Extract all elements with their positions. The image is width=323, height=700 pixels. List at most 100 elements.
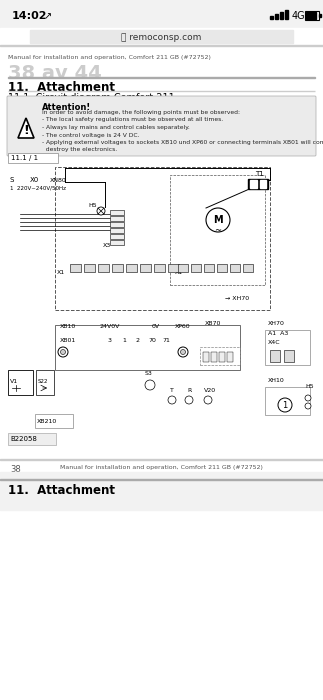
Text: XB210: XB210 [37, 419, 57, 424]
Bar [270, 350, 280, 362]
Bar [8, 433, 56, 445]
Text: S: S [10, 177, 15, 183]
Text: - Always lay mains and control cables separately.: - Always lay mains and control cables se… [42, 125, 190, 130]
Circle shape [204, 396, 212, 404]
Bar [8, 370, 33, 395]
Bar [110, 234, 124, 239]
Text: S3: S3 [145, 371, 153, 376]
Bar [0, 0, 323, 28]
Circle shape [145, 380, 155, 390]
Bar [260, 180, 266, 188]
Text: H5: H5 [305, 384, 314, 389]
Text: A1  A3: A1 A3 [268, 331, 288, 336]
Text: XN80: XN80 [50, 178, 67, 183]
Bar [168, 264, 179, 272]
Bar [0, 28, 323, 45]
Text: X3: X3 [103, 243, 111, 248]
Bar [0, 459, 323, 460]
Text: 14:02: 14:02 [12, 11, 47, 21]
Bar [265, 387, 310, 415]
Circle shape [60, 349, 66, 354]
Bar [110, 240, 124, 245]
Bar [154, 264, 165, 272]
Circle shape [181, 349, 185, 354]
Text: - The local safety regulations must be observed at all times.: - The local safety regulations must be o… [42, 118, 223, 122]
Bar [219, 352, 225, 362]
Text: 11.1  Circuit diagram Comfort 211: 11.1 Circuit diagram Comfort 211 [8, 93, 175, 103]
Text: 4G: 4G [292, 11, 306, 21]
Text: In order to avoid damage, the following points must be observed:: In order to avoid damage, the following … [42, 110, 240, 115]
Bar [30, 30, 293, 43]
Bar [126, 264, 137, 272]
Circle shape [168, 396, 176, 404]
Circle shape [178, 347, 188, 357]
Text: - The control voltage is 24 V DC.: - The control voltage is 24 V DC. [42, 132, 140, 137]
Bar [265, 330, 310, 365]
Text: X1: X1 [57, 270, 65, 275]
Circle shape [58, 347, 68, 357]
Text: T: T [170, 388, 174, 393]
Text: 11.  Attachment: 11. Attachment [8, 484, 115, 497]
Bar [110, 228, 124, 233]
Bar [305, 11, 319, 20]
Bar [35, 414, 73, 428]
Text: XH70: XH70 [268, 321, 285, 326]
Bar [140, 264, 151, 272]
Text: 🔒 remoconsp.com: 🔒 remoconsp.com [121, 32, 201, 41]
Text: M: M [213, 215, 223, 225]
Bar [270, 16, 273, 19]
Bar [248, 179, 268, 189]
Bar [98, 264, 109, 272]
Text: H5: H5 [88, 203, 97, 208]
Text: XP60: XP60 [175, 324, 191, 329]
Text: - Applying external voltages to sockets XB10 und XP60 or connecting terminals XB: - Applying external voltages to sockets … [42, 140, 323, 145]
Bar [211, 352, 217, 362]
Text: !: ! [23, 125, 29, 137]
Text: Attention!: Attention! [42, 103, 91, 112]
Bar [319, 14, 321, 17]
Bar [170, 175, 265, 285]
Text: X0: X0 [30, 177, 39, 183]
Text: 11.  Attachment: 11. Attachment [8, 81, 115, 94]
Text: X4C: X4C [268, 340, 281, 345]
Bar [0, 472, 323, 510]
Text: 24V0V: 24V0V [100, 324, 120, 329]
Text: Manual for installation and operation, Comfort 211 GB (#72752): Manual for installation and operation, C… [59, 465, 262, 470]
Circle shape [97, 207, 105, 215]
Bar [55, 325, 240, 370]
Circle shape [305, 395, 311, 401]
Text: ↗: ↗ [44, 11, 52, 21]
Bar [217, 264, 227, 272]
Text: XB01: XB01 [60, 338, 76, 343]
Bar [70, 264, 81, 272]
Bar [280, 12, 283, 19]
Bar [200, 347, 240, 365]
Bar [230, 264, 240, 272]
Bar [227, 352, 233, 362]
Text: 11.1 / 1: 11.1 / 1 [11, 155, 38, 161]
Bar [110, 222, 124, 227]
Text: destroy the electronics.: destroy the electronics. [42, 148, 117, 153]
Text: 71: 71 [162, 338, 170, 343]
Bar [191, 264, 201, 272]
Bar [178, 264, 188, 272]
Text: Manual for installation and operation, Comfort 211 GB (#72752): Manual for installation and operation, C… [8, 55, 211, 60]
Text: 38: 38 [10, 465, 21, 474]
Bar [0, 45, 323, 46]
Bar [250, 180, 257, 188]
Text: R: R [187, 388, 191, 393]
Bar [55, 167, 270, 310]
Text: V20: V20 [204, 388, 216, 393]
Text: 2: 2 [136, 338, 140, 343]
Bar [285, 10, 288, 19]
Text: X1: X1 [175, 270, 183, 275]
Text: 70: 70 [148, 338, 156, 343]
Bar [204, 264, 214, 272]
Bar [110, 216, 124, 221]
Text: T1: T1 [255, 171, 264, 177]
Bar [284, 350, 294, 362]
Text: 1  220V~240V/50Hz: 1 220V~240V/50Hz [10, 186, 66, 191]
Circle shape [185, 396, 193, 404]
Circle shape [206, 208, 230, 232]
Bar [8, 153, 58, 163]
